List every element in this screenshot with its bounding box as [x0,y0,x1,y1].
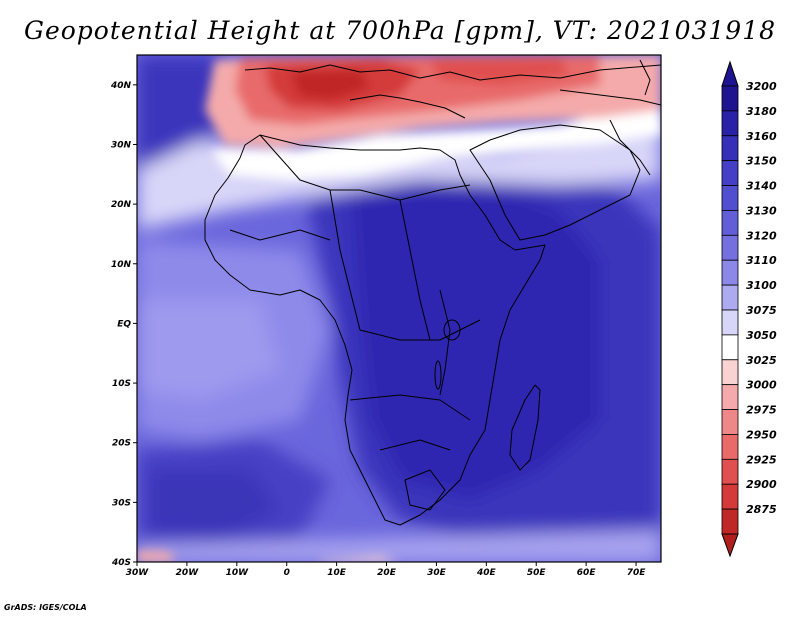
colorbar-bottom-arrow [721,533,739,558]
colorbar-swatch [721,309,739,336]
colorbar-swatch [721,110,739,137]
height-field [137,55,661,562]
colorbar-label: 3180 [746,105,777,118]
colorbar-label: 2900 [746,478,777,491]
lon-tick-label: 40E [476,568,497,578]
colorbar-label: 3140 [746,180,777,193]
colorbar-swatch [721,135,739,162]
colorbar-swatch [721,508,739,535]
colorbar-swatch [721,85,739,112]
colorbar-label: 3150 [746,155,777,168]
colorbar-label: 3100 [746,279,777,292]
credit-label: GrADS: IGES/COLA [4,603,87,612]
axis-ticks: 30W 20W 10W 0 10E 20E 30E 40E 50E 60E 70E 40N 30N 20N… [110,81,646,578]
colorbar-label: 2975 [746,404,777,417]
lon-tick-label: 10W [226,568,250,578]
colorbar-swatch [721,359,739,386]
colorbar-label: 3075 [746,304,777,317]
lon-tick-label: 0 [284,568,290,578]
colorbar-swatch [721,234,739,261]
colorbar-label: 3025 [746,354,777,367]
colorbar-swatch [721,210,739,236]
lon-tick-label: 20W [176,568,200,578]
colorbar-swatch [721,434,739,460]
lon-tick-label: 30W [126,568,150,578]
colorbar-swatch [721,160,739,186]
colorbar-label: 3000 [746,379,777,392]
colorbar-label: 3120 [746,229,777,242]
colorbar: 3200 3180 3160 3150 3140 3130 3120 3110 3100 3075… [721,60,777,558]
colorbar-swatch [721,458,739,485]
colorbar-label: 3160 [746,130,777,143]
colorbar-swatch [721,334,739,361]
colorbar-label: 3050 [746,329,777,342]
lat-tick-label: 10S [112,379,131,389]
lon-tick-label: 50E [527,568,547,578]
colorbar-label: 2925 [746,453,777,466]
colorbar-swatch [721,185,739,211]
colorbar-top-arrow [721,60,739,87]
colorbar-label: 3130 [746,204,777,217]
lon-tick-label: 30E [427,568,447,578]
map-title: Geopotential Height at 700hPa [gpm], VT:… [23,16,777,45]
map-frame [136,54,662,563]
lat-tick-label: 10N [111,260,132,270]
coastline-outline [204,59,661,526]
colorbar-label: 2950 [746,428,777,441]
lon-tick-label: 70E [627,568,647,578]
lon-tick-label: 20E [377,568,397,578]
colorbar-swatch [721,259,739,286]
lat-tick-label: 30S [112,498,131,508]
lon-tick-label: 60E [577,568,597,578]
colorbar-label: 3200 [746,80,777,93]
colorbar-swatch [721,284,739,311]
lat-tick-label: 40S [111,558,131,568]
lat-tick-label: 20N [111,200,132,210]
colorbar-swatch [721,384,739,410]
lat-tick-label: 20S [112,439,131,449]
lat-tick-label: 30N [111,140,132,150]
colorbar-label: 2875 [746,503,777,516]
lat-tick-label: EQ [117,319,131,329]
lon-tick-label: 10E [327,568,347,578]
colorbar-swatch [721,409,739,435]
colorbar-label: 3110 [746,254,777,267]
colorbar-swatch [721,483,739,510]
lat-tick-label: 40N [110,81,132,91]
